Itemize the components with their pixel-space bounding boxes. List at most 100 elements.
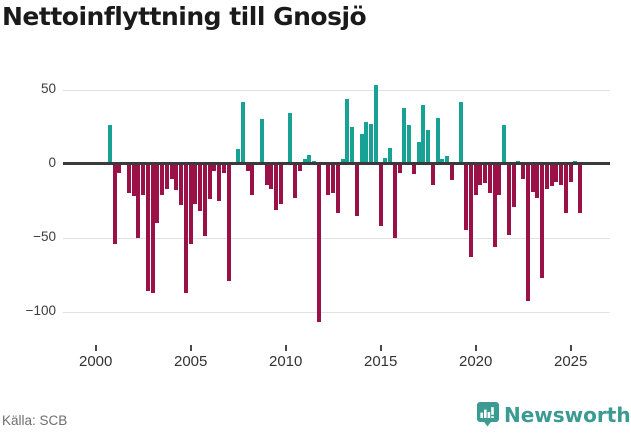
bar-2021-Q3 [502, 125, 507, 164]
bar-2014-Q4 [373, 85, 378, 164]
bar-2001-Q4 [126, 163, 131, 194]
bar-2022-Q4 [525, 163, 530, 302]
bar-2005-Q1 [188, 163, 193, 244]
y-tick-label: 50 [40, 80, 56, 96]
bar-2018-Q3 [445, 156, 450, 164]
bar-2015-Q4 [392, 163, 397, 238]
x-tick-label: 2025 [554, 353, 588, 370]
bar-2010-Q4 [297, 163, 302, 172]
bar-2002-Q1 [131, 163, 136, 197]
bar-2021-Q1 [492, 163, 497, 247]
bar-2023-Q4 [544, 163, 549, 189]
x-tick-label: 2005 [174, 353, 208, 370]
bar-2007-Q3 [236, 148, 241, 164]
bar-2001-Q1 [112, 163, 117, 244]
x-tick [379, 345, 382, 351]
bar-2004-Q4 [183, 163, 188, 293]
bar-2025-Q3 [578, 163, 583, 213]
bar-2002-Q4 [145, 163, 150, 292]
y-tick-label: −50 [33, 228, 56, 244]
bar-2008-Q4 [259, 119, 264, 164]
bar-2024-Q4 [563, 163, 568, 213]
gridline [63, 311, 610, 313]
bar-2003-Q4 [164, 163, 169, 189]
bar-2003-Q3 [160, 163, 165, 195]
gridline [63, 89, 610, 91]
bar-2024-Q2 [554, 163, 559, 182]
bar-2017-Q2 [421, 104, 426, 164]
bar-2011-Q4 [316, 163, 321, 323]
bar-2020-Q1 [473, 163, 478, 195]
bar-2013-Q4 [354, 163, 359, 216]
bar-2003-Q2 [155, 163, 160, 224]
bar-2016-Q2 [402, 107, 407, 164]
chart-title: Nettoinflyttning till Gnosjö [2, 2, 367, 31]
bar-2014-Q2 [364, 122, 369, 164]
bar-2019-Q2 [459, 101, 464, 164]
x-tick [569, 345, 572, 351]
bar-2020-Q3 [483, 163, 488, 184]
bar-2010-Q3 [293, 163, 298, 198]
bar-2009-Q4 [278, 163, 283, 204]
bar-2011-Q1 [302, 159, 307, 164]
bar-2012-Q3 [331, 163, 336, 194]
bar-2009-Q2 [269, 163, 274, 189]
bar-2024-Q1 [549, 163, 554, 186]
bar-2023-Q1 [530, 163, 535, 192]
bar-2022-Q1 [511, 163, 516, 207]
bar-2002-Q3 [141, 163, 146, 195]
bar-2018-Q1 [435, 117, 440, 164]
bar-2018-Q4 [449, 163, 454, 181]
bar-2015-Q2 [383, 157, 388, 164]
newsworthy-logo[interactable]: Newsworthy [477, 402, 631, 427]
x-tick [189, 345, 192, 351]
bar-2004-Q1 [169, 163, 174, 179]
bar-2021-Q2 [497, 163, 502, 195]
bar-2008-Q1 [245, 163, 250, 172]
bar-2023-Q2 [535, 163, 540, 198]
bar-2020-Q4 [487, 163, 492, 194]
bar-2009-Q1 [264, 163, 269, 185]
bar-2013-Q1 [340, 159, 345, 164]
x-tick [474, 345, 477, 351]
y-tick-label: 0 [48, 154, 56, 170]
source-label: Källa: SCB [2, 413, 68, 428]
x-tick [94, 345, 97, 351]
bar-2000-Q4 [107, 125, 112, 164]
gridline [63, 237, 610, 239]
bar-2006-Q3 [217, 163, 222, 201]
bar-2005-Q3 [198, 163, 203, 212]
bar-2010-Q2 [288, 113, 293, 164]
bar-2007-Q1 [226, 163, 231, 281]
bar-2007-Q4 [240, 101, 245, 164]
bar-2020-Q2 [478, 163, 483, 185]
bar-2017-Q4 [430, 163, 435, 185]
bar-chart-badge-icon [477, 402, 499, 427]
x-tick-label: 2020 [459, 353, 493, 370]
bar-2006-Q2 [212, 163, 217, 172]
bar-2006-Q4 [221, 163, 226, 173]
bar-2014-Q1 [359, 134, 364, 164]
bar-2019-Q4 [468, 163, 473, 258]
bar-2015-Q1 [378, 163, 383, 226]
bar-2025-Q1 [568, 163, 573, 182]
y-tick-label: −100 [25, 302, 56, 318]
bar-2006-Q1 [207, 163, 212, 200]
bar-2009-Q3 [274, 163, 279, 210]
x-tick-label: 2010 [269, 353, 303, 370]
bar-2024-Q3 [559, 163, 564, 185]
bar-2011-Q2 [307, 154, 312, 164]
bar-2021-Q4 [506, 163, 511, 235]
bar-2016-Q4 [411, 163, 416, 175]
bar-2016-Q3 [407, 125, 412, 164]
bar-2012-Q2 [326, 163, 331, 195]
bar-2001-Q2 [117, 163, 122, 173]
newsworthy-wordmark: Newsworthy [504, 402, 631, 427]
bar-2002-Q2 [136, 163, 141, 238]
bar-2018-Q2 [440, 159, 445, 164]
x-tick-label: 2000 [79, 353, 113, 370]
bar-2005-Q4 [202, 163, 207, 237]
bar-2014-Q3 [369, 123, 374, 164]
bar-2003-Q1 [150, 163, 155, 293]
